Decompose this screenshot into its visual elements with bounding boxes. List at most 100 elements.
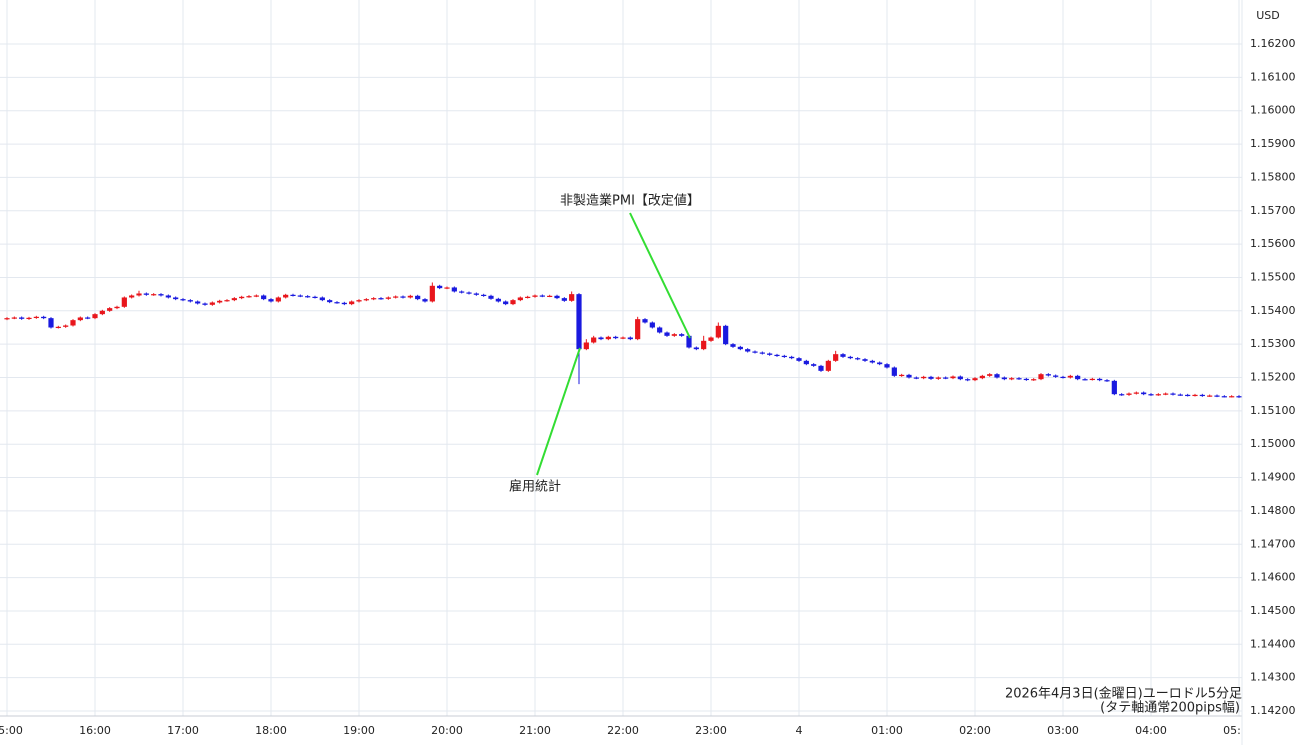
candle-body — [114, 306, 120, 309]
candle-body — [701, 340, 707, 350]
candle-body — [4, 318, 10, 320]
candle-body — [466, 292, 472, 294]
candle-body — [649, 322, 655, 328]
candle-body — [55, 326, 61, 329]
candle-body — [1199, 394, 1205, 397]
x-tick-label: 20:00 — [431, 724, 463, 737]
chart-note: 2026年4月3日(金曜日)ユーロドル5分足 — [1005, 686, 1242, 702]
candle-body — [840, 354, 846, 357]
candle-body — [1016, 378, 1022, 380]
y-tick-label: 1.14900 — [1250, 471, 1296, 484]
candle-body — [488, 295, 494, 299]
candle-body — [1001, 377, 1007, 380]
x-axis-labels: 15:00 16:00 17:00 18:00 19:00 20:00 21:00 22:00… — [0, 724, 1255, 737]
y-tick-label: 1.15000 — [1250, 437, 1296, 450]
candle-body — [745, 349, 751, 352]
candle-body — [1097, 378, 1103, 381]
candle-body — [891, 367, 897, 376]
candle-body — [385, 297, 391, 299]
candle-body — [41, 316, 47, 319]
x-tick-label: 23:00 — [695, 724, 727, 737]
candle-body — [195, 301, 201, 304]
candle-body — [363, 299, 369, 301]
candle-body — [217, 300, 223, 303]
candle-body — [1170, 393, 1176, 395]
candle-body — [165, 295, 171, 298]
candle-body — [429, 285, 435, 302]
candle-body — [77, 317, 83, 321]
candle-body — [356, 300, 362, 302]
x-tick-label: 15:00 — [0, 724, 23, 737]
candle-body — [334, 302, 340, 304]
y-tick-label: 1.14600 — [1250, 571, 1296, 584]
candle-body — [987, 374, 993, 376]
candle-body — [547, 295, 553, 298]
candle-body — [19, 317, 25, 319]
candle-body — [378, 298, 384, 300]
y-tick-label: 1.14300 — [1250, 671, 1296, 684]
y-tick-label: 1.15900 — [1250, 137, 1296, 150]
candle-body — [1126, 393, 1132, 395]
candle-body — [957, 376, 963, 380]
candle-body — [884, 364, 890, 368]
candle-body — [1045, 374, 1051, 376]
candle-body — [1229, 396, 1235, 398]
y-tick-label: 1.15200 — [1250, 371, 1296, 384]
candle-body — [994, 374, 1000, 378]
annotation-leader — [536, 347, 581, 476]
candle-body — [906, 374, 912, 378]
x-tick-label: 17:00 — [167, 724, 199, 737]
candle-body — [187, 300, 193, 302]
candle-body — [209, 302, 215, 305]
candle-body — [1060, 376, 1066, 379]
x-tick-label: 02:00 — [959, 724, 991, 737]
candle-body — [283, 294, 289, 298]
candle-body — [48, 318, 54, 328]
candle-body — [422, 299, 428, 302]
candle-body — [239, 296, 245, 299]
x-tick-label: 05:00 — [1223, 724, 1255, 737]
candle-body — [327, 300, 333, 303]
candle-body — [473, 293, 479, 295]
candle-body — [1192, 394, 1198, 397]
x-tick-label: 18:00 — [255, 724, 287, 737]
candle-body — [1067, 375, 1073, 378]
candle-body — [796, 358, 802, 361]
candle-body — [1111, 380, 1117, 395]
candle-body — [855, 358, 861, 360]
x-tick-label: 16:00 — [79, 724, 111, 737]
candle-body — [913, 377, 919, 379]
candle-body — [657, 327, 663, 333]
candle-body — [63, 325, 69, 327]
x-tick-label: 4 — [796, 724, 803, 737]
candle-body — [862, 359, 868, 361]
candle-body — [1104, 380, 1110, 382]
candle-body — [1214, 395, 1220, 397]
y-tick-label: 1.15700 — [1250, 204, 1296, 217]
candle-body — [407, 295, 413, 298]
candle-body — [180, 299, 186, 301]
candle-body — [950, 376, 956, 379]
candle-body — [759, 352, 765, 354]
y-tick-label: 1.14800 — [1250, 504, 1296, 517]
candle-body — [246, 296, 252, 298]
x-tick-label: 03:00 — [1047, 724, 1079, 737]
candle-body — [92, 314, 98, 319]
y-tick-label: 1.16200 — [1250, 37, 1296, 50]
candle-body — [605, 336, 611, 340]
candle-body — [752, 351, 758, 353]
candle-body — [1141, 392, 1147, 395]
candle-body — [737, 346, 743, 350]
candle-body — [173, 297, 179, 300]
candle-body — [517, 297, 523, 301]
candle-body — [532, 295, 538, 297]
candle-body — [972, 378, 978, 381]
annotation-leader — [629, 212, 691, 339]
y-tick-label: 1.14200 — [1250, 704, 1296, 717]
candle-body — [451, 287, 457, 292]
candle-body — [1177, 394, 1183, 396]
candle-body — [437, 285, 443, 289]
candle-body — [591, 337, 597, 343]
candle-body — [789, 356, 795, 359]
candle-body — [400, 296, 406, 298]
